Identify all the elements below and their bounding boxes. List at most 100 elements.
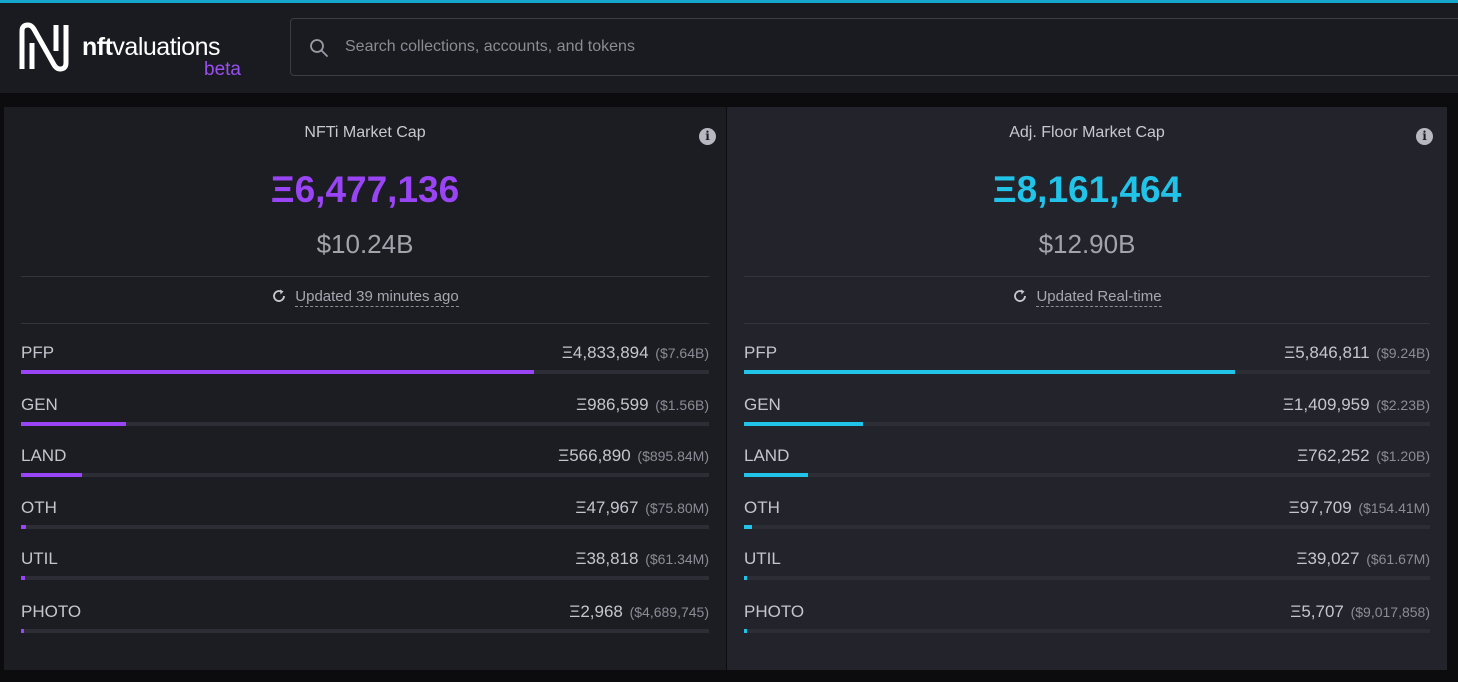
category-eth: Ξ566,890 — [558, 446, 631, 465]
category-label: GEN — [21, 395, 58, 414]
nftvaluations-logo-icon[interactable] — [18, 21, 70, 73]
category-bar-track — [744, 525, 1430, 529]
category-eth: Ξ47,967 — [575, 498, 639, 517]
panel-title: NFTi Market Cap — [304, 124, 426, 141]
category-eth: Ξ1,409,959 — [1282, 395, 1370, 414]
category-bar-fill — [744, 370, 1236, 374]
top-accent-bar — [0, 0, 1458, 3]
info-icon[interactable]: i — [1416, 128, 1433, 145]
category-usd: ($1.56B) — [655, 397, 709, 413]
category-usd: ($9.24B) — [1376, 345, 1430, 361]
category-bar-track — [21, 525, 709, 529]
category-row-oth[interactable]: OTH Ξ97,709 ($154.41M) — [744, 498, 1430, 538]
category-value: Ξ5,846,811 ($9.24B) — [1284, 343, 1430, 363]
category-label: LAND — [744, 446, 790, 465]
category-eth: Ξ2,968 — [569, 602, 623, 621]
category-label: PFP — [21, 343, 55, 362]
updated-status[interactable]: Updated 39 minutes ago — [4, 288, 726, 307]
search-box[interactable] — [290, 18, 1458, 76]
category-usd: ($61.34M) — [645, 551, 709, 567]
category-row-gen[interactable]: GEN Ξ986,599 ($1.56B) — [21, 395, 709, 435]
category-bar-track — [744, 629, 1430, 633]
search-icon — [310, 39, 328, 57]
search-input[interactable] — [345, 29, 1245, 65]
category-bar-track — [21, 422, 709, 426]
brand-name[interactable]: nftvaluations — [82, 33, 220, 61]
category-eth: Ξ39,027 — [1296, 549, 1360, 568]
category-row-oth[interactable]: OTH Ξ47,967 ($75.80M) — [21, 498, 709, 538]
category-usd: ($895.84M) — [637, 448, 709, 464]
category-label: PFP — [744, 343, 778, 362]
category-bar-track — [21, 370, 709, 374]
header: nftvaluations beta — [0, 3, 1458, 93]
category-value: Ξ38,818 ($61.34M) — [575, 549, 709, 569]
category-bar-fill — [21, 422, 126, 426]
category-row-util[interactable]: UTIL Ξ39,027 ($61.67M) — [744, 549, 1430, 589]
category-bar-fill — [21, 525, 27, 529]
category-value: Ξ2,968 ($4,689,745) — [569, 602, 709, 622]
category-label: PHOTO — [744, 602, 805, 621]
category-bar-track — [744, 370, 1430, 374]
category-label: PHOTO — [21, 602, 82, 621]
category-eth: Ξ4,833,894 — [561, 343, 649, 362]
category-value: Ξ5,707 ($9,017,858) — [1290, 602, 1430, 622]
category-usd: ($9,017,858) — [1350, 604, 1430, 620]
category-row-pfp[interactable]: PFP Ξ5,846,811 ($9.24B) — [744, 343, 1430, 383]
category-row-pfp[interactable]: PFP Ξ4,833,894 ($7.64B) — [21, 343, 709, 383]
category-row-photo[interactable]: PHOTO Ξ2,968 ($4,689,745) — [21, 602, 709, 642]
market-cap-eth: Ξ8,161,464 — [992, 169, 1182, 210]
category-row-gen[interactable]: GEN Ξ1,409,959 ($2.23B) — [744, 395, 1430, 435]
info-icon[interactable]: i — [699, 128, 716, 145]
category-usd: ($1.20B) — [1376, 448, 1430, 464]
category-usd: ($4,689,745) — [629, 604, 709, 620]
nfti-market-cap-panel: NFTi Market Cap i Ξ6,477,136 $10.24B Update… — [4, 107, 726, 670]
category-bar-track — [21, 629, 709, 633]
category-row-photo[interactable]: PHOTO Ξ5,707 ($9,017,858) — [744, 602, 1430, 642]
updated-status[interactable]: Updated Real-time — [727, 288, 1447, 307]
category-bar-track — [744, 576, 1430, 580]
divider — [744, 323, 1430, 324]
category-value: Ξ4,833,894 ($7.64B) — [562, 343, 709, 363]
divider — [21, 276, 709, 277]
category-eth: Ξ5,707 — [1290, 602, 1344, 621]
category-eth: Ξ5,846,811 — [1284, 343, 1370, 362]
category-row-land[interactable]: LAND Ξ566,890 ($895.84M) — [21, 446, 709, 486]
category-value: Ξ762,252 ($1.20B) — [1297, 446, 1430, 466]
panel-title: Adj. Floor Market Cap — [1009, 124, 1165, 141]
category-eth: Ξ97,709 — [1288, 498, 1352, 517]
category-bar-fill — [21, 370, 535, 374]
refresh-icon — [273, 289, 286, 302]
category-eth: Ξ986,599 — [576, 395, 649, 414]
category-value: Ξ986,599 ($1.56B) — [576, 395, 709, 415]
category-bar-track — [744, 422, 1430, 426]
category-label: OTH — [744, 498, 780, 517]
category-bar-track — [21, 576, 709, 580]
category-bar-fill — [744, 422, 863, 426]
category-bar-fill — [744, 576, 748, 580]
category-label: GEN — [744, 395, 781, 414]
beta-label: beta — [204, 59, 241, 80]
market-cap-usd: $10.24B — [316, 229, 414, 259]
category-bar-track — [21, 473, 709, 477]
category-label: OTH — [21, 498, 57, 517]
category-value: Ξ566,890 ($895.84M) — [558, 446, 709, 466]
category-usd: ($7.64B) — [655, 345, 709, 361]
category-label: UTIL — [744, 549, 781, 568]
category-eth: Ξ38,818 — [575, 549, 639, 568]
adj-floor-market-cap-panel: Adj. Floor Market Cap i Ξ8,161,464 $12.90B … — [727, 107, 1447, 670]
category-usd: ($154.41M) — [1358, 500, 1430, 516]
category-bar-fill — [744, 525, 753, 529]
category-eth: Ξ762,252 — [1297, 446, 1370, 465]
updated-text: Updated 39 minutes ago — [295, 288, 459, 307]
category-value: Ξ39,027 ($61.67M) — [1296, 549, 1430, 569]
divider — [744, 276, 1430, 277]
category-row-util[interactable]: UTIL Ξ38,818 ($61.34M) — [21, 549, 709, 589]
category-usd: ($75.80M) — [645, 500, 709, 516]
category-row-land[interactable]: LAND Ξ762,252 ($1.20B) — [744, 446, 1430, 486]
market-cap-eth: Ξ6,477,136 — [270, 169, 460, 210]
category-value: Ξ1,409,959 ($2.23B) — [1283, 395, 1430, 415]
updated-text: Updated Real-time — [1036, 288, 1162, 307]
category-value: Ξ47,967 ($75.80M) — [575, 498, 709, 518]
category-usd: ($2.23B) — [1376, 397, 1430, 413]
market-cap-usd: $12.90B — [1038, 229, 1136, 259]
